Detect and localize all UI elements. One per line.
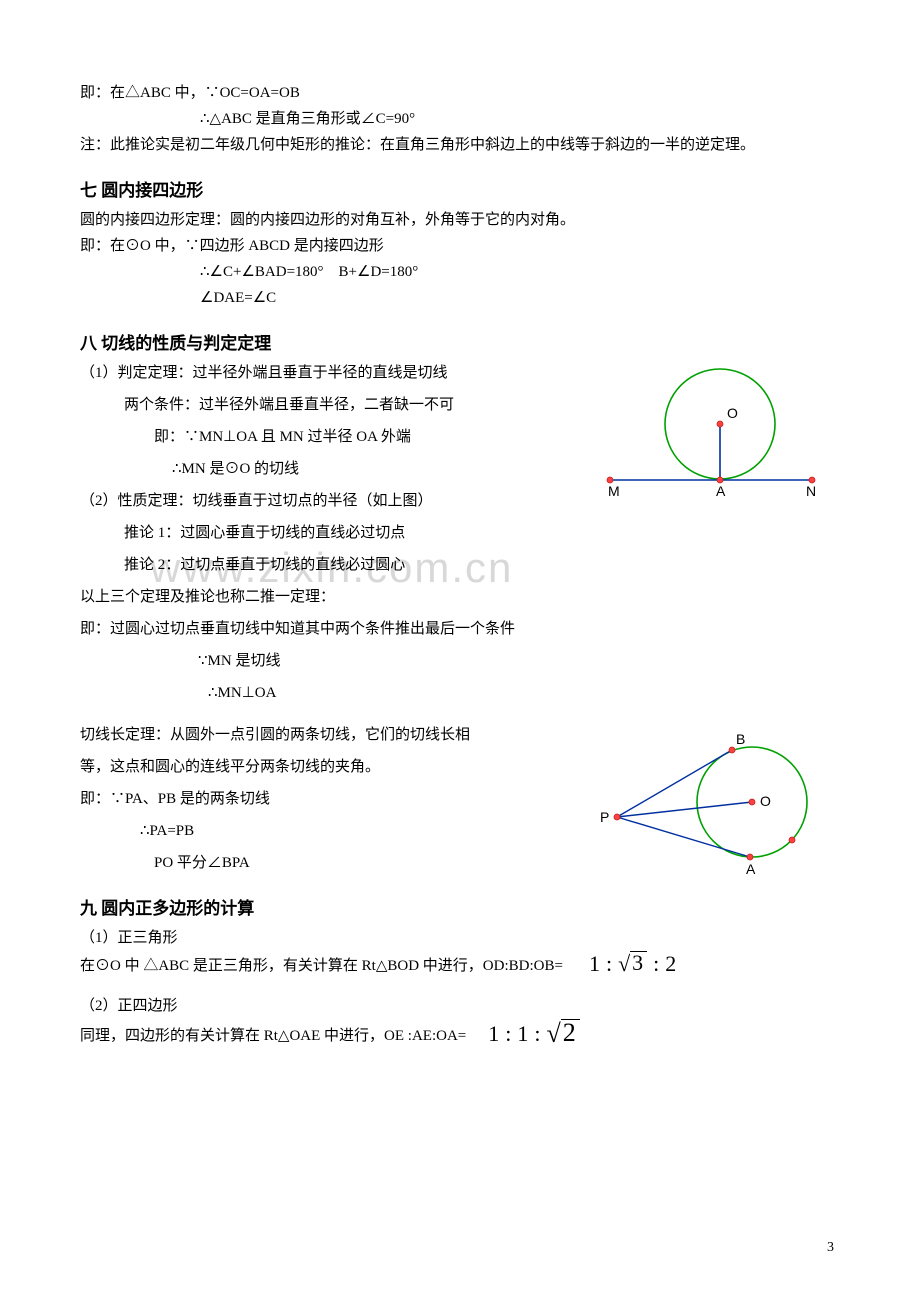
page-number: 3 [827,1240,834,1256]
text-line: 即：过圆心过切点垂直切线中知道其中两个条件推出最后一个条件 [80,616,840,642]
radical-sign: √ [547,1019,561,1049]
watermark-row: 推论 2：过切点垂直于切线的直线必过圆心 www.zixin.com.cn [80,552,840,578]
text-line: （2）正四边形 [80,993,840,1019]
text-line: 推论 2：过切点垂直于切线的直线必过圆心 [80,552,840,578]
block-tangent-length: 切线长定理：从圆外一点引圆的两条切线，它们的切线长相 等，这点和圆心的连线平分两… [80,722,840,876]
text-line: ∴△ABC 是直角三角形或∠C=90° [80,106,840,132]
text-line: ∴MN 是⊙O 的切线 [80,456,510,482]
svg-circle-tangent: O M A N [590,354,820,514]
label-b: B [736,731,745,747]
ratio-val: 2 [665,951,676,977]
label-p: P [600,809,609,825]
text-line: ∠DAE=∠C [80,285,840,311]
section-title-7: 七 圆内接四边形 [80,176,840,201]
tangent-pa [617,817,750,857]
page: 即：在△ABC 中，∵OC=OA=OB ∴△ABC 是直角三角形或∠C=90° … [0,0,920,1302]
dot-extra [789,837,795,843]
text-line: 即：在⊙O 中，∵四边形 ABCD 是内接四边形 [80,233,840,259]
sqrt: √ 3 [618,951,647,977]
text-line: ∵MN 是切线 [80,648,840,674]
text-column: 切线长定理：从圆外一点引圆的两条切线，它们的切线长相 等，这点和圆心的连线平分两… [80,722,510,876]
svg-tangent-length: P O B A [592,722,822,892]
label-m: M [608,483,620,499]
text-line: ∴PA=PB [80,818,510,844]
ratio-prefix: 同理，四边形的有关计算在 Rt△OAE 中进行，OE :AE:OA= [80,1024,466,1045]
ratio-colon: : [606,951,612,977]
text-line: 等，这点和圆心的连线平分两条切线的夹角。 [80,754,510,780]
text-line: 以上三个定理及推论也称二推一定理： [80,584,840,610]
text-line: 圆的内接四边形定理：圆的内接四边形的对角互补，外角等于它的内对角。 [80,207,840,233]
text-line: ∴MN⊥OA [80,680,840,706]
label-o: O [760,793,771,809]
section-title-8: 八 切线的性质与判定定理 [80,329,840,354]
ratio-val: 1 [517,1021,528,1047]
text-line: （1）正三角形 [80,925,840,951]
radicand: 2 [561,1019,580,1046]
dot-o [749,799,755,805]
ratio-colon: : [653,951,659,977]
dot-a [747,854,753,860]
label-o: O [727,405,738,421]
text-line: （1）判定定理：过半径外端且垂直于半径的直线是切线 [80,360,510,386]
text-line: 两个条件：过半径外端且垂直半径，二者缺一不可 [80,392,510,418]
text-line: 即：∵PA、PB 是的两条切线 [80,786,510,812]
dot-p [614,814,620,820]
block-tangent-def: （1）判定定理：过半径外端且垂直于半径的直线是切线 两个条件：过半径外端且垂直半… [80,360,840,482]
label-a: A [716,483,726,499]
ratio-prefix: 在⊙O 中 △ABC 是正三角形，有关计算在 Rt△BOD 中进行，OD:BD:… [80,954,563,975]
text-line: 切线长定理：从圆外一点引圆的两条切线，它们的切线长相 [80,722,510,748]
ratio-val: 1 [589,951,600,977]
tangent-pb [617,750,732,817]
dot-b [729,747,735,753]
ratio-colon: : [534,1021,540,1047]
ratio-line-square: 同理，四边形的有关计算在 Rt△OAE 中进行，OE :AE:OA= 1 : 1… [80,1019,840,1049]
dot-o [717,421,723,427]
line-po [617,802,752,817]
text-line: 即：∵MN⊥OA 且 MN 过半径 OA 外端 [80,424,510,450]
label-n: N [806,483,816,499]
text-line: 推论 1：过圆心垂直于切线的直线必过切点 [80,520,840,546]
ratio-colon: : [505,1021,511,1047]
label-a: A [746,861,756,877]
figure-circle-tangent-line: O M A N [590,354,820,519]
text-line: ∴∠C+∠BAD=180° B+∠D=180° [80,259,840,285]
ratio-line-triangle: 在⊙O 中 △ABC 是正三角形，有关计算在 Rt△BOD 中进行，OD:BD:… [80,951,840,977]
text-column: （1）判定定理：过半径外端且垂直于半径的直线是切线 两个条件：过半径外端且垂直半… [80,360,510,482]
ratio-val: 1 [488,1021,499,1047]
radicand: 3 [630,951,647,974]
section-title-9: 九 圆内正多边形的计算 [80,894,840,919]
sqrt: √ 2 [547,1019,580,1049]
radical-sign: √ [618,951,630,977]
text-line: 即：在△ABC 中，∵OC=OA=OB [80,80,840,106]
figure-tangent-length: P O B A [592,722,822,897]
text-line: PO 平分∠BPA [80,850,510,876]
text-line: 注：此推论实是初二年级几何中矩形的推论：在直角三角形中斜边上的中线等于斜边的一半… [80,132,840,158]
